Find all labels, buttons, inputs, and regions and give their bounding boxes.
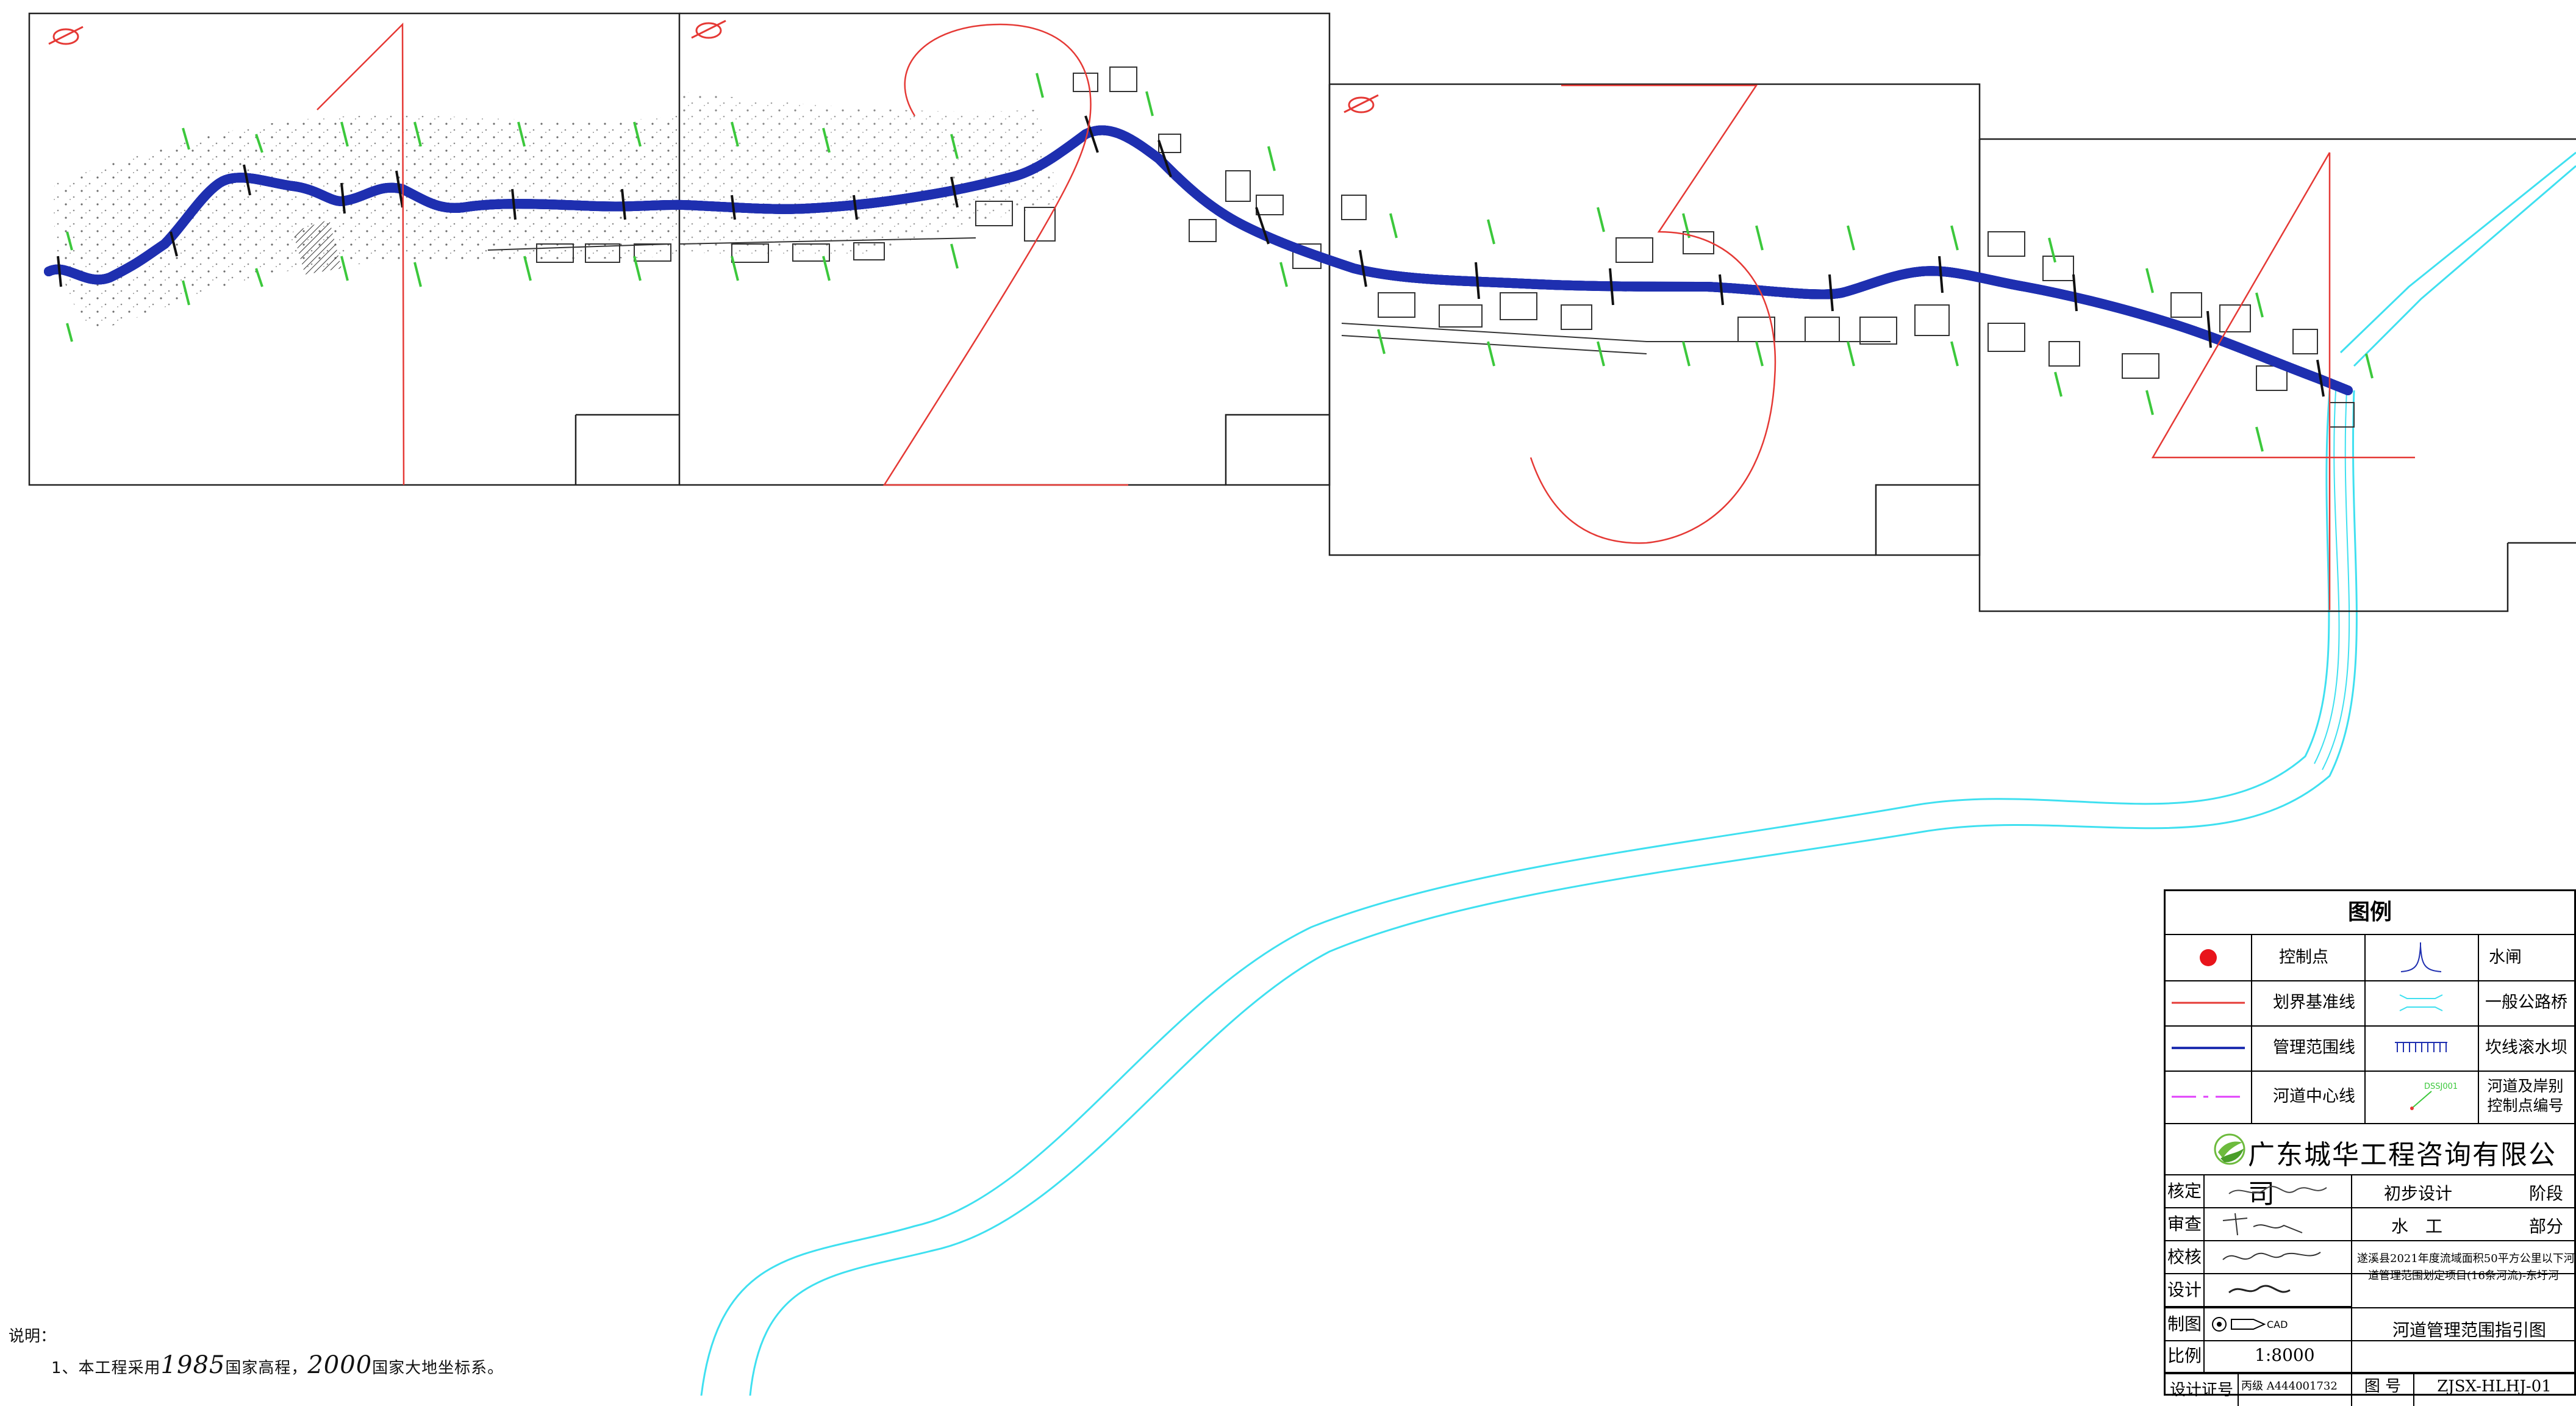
control-point-number-icon: DSSJ001: [2410, 1082, 2458, 1110]
buildings: [487, 66, 2355, 428]
sheet-number-4: [2151, 152, 2415, 610]
map-sheet-1-label: 1: [6, 5, 7, 7]
sheet-frame-2: [679, 12, 1331, 486]
tb-label-cert: 设计证号: [2166, 1374, 2239, 1406]
coordinate-text: 国家大地坐标系。: [372, 1359, 504, 1377]
sheet-number-outlines: [317, 22, 2415, 610]
cad-tag: CAD: [2267, 1319, 2288, 1330]
tb-row-design: 设计: [2166, 1274, 2574, 1307]
company-header: 广东城华工程咨询有限公司: [2166, 1124, 2574, 1210]
sheet-frames: [28, 12, 2576, 612]
legend-title: 图例: [2166, 891, 2574, 935]
legend-title-block: 图例 控制点 水闸 划界基准线 一般公路桥 管理范围线 坎线滚水坝: [2164, 889, 2576, 1406]
magenta-dash-icon: [2172, 1096, 2245, 1098]
cert-no: A444001732: [2266, 1380, 2338, 1393]
cross-section-lines: [57, 115, 2325, 397]
sheet-number-2: [882, 23, 1128, 486]
stage-label: 阶段: [2528, 1183, 2563, 1203]
sheet-number-1: [317, 22, 405, 486]
notes: 说明： 1、本工程采用1985国家高程，2000国家大地坐标系。: [9, 1324, 504, 1379]
notes-prefix: 1、本工程采用: [51, 1359, 161, 1377]
legend-label-control-number-line1: 河道及岸别: [2487, 1077, 2564, 1095]
cad-stamp: CAD: [2205, 1308, 2352, 1340]
blue-line-icon: [2172, 1047, 2245, 1049]
coordinate-year: 2000: [307, 1351, 373, 1379]
weir-icon: [2395, 1042, 2447, 1052]
company-logo-icon: [2214, 1133, 2245, 1165]
project-name-line1: 遂溪县2021年度流域面积50平方公里以下河: [2357, 1252, 2575, 1265]
red-dot-icon: [2200, 949, 2217, 966]
notes-heading: 说明：: [9, 1327, 57, 1346]
tb-row-scale: 比例 1:8000: [2166, 1340, 2574, 1373]
control-point-markers: [66, 73, 2374, 452]
sheet-number-3: [1530, 84, 1776, 544]
sheet-frame-3: [1329, 83, 1981, 556]
river-channel: [44, 131, 2353, 395]
legend-label-management-line: 管理范围线: [2273, 1038, 2355, 1057]
tb-label-approve: 核定: [2166, 1175, 2205, 1207]
company-name: 广东城华工程咨询有限公司: [2248, 1139, 2556, 1210]
tb-label-scale: 比例: [2166, 1340, 2205, 1372]
tb-row-approve: 核定 初步设计 阶段: [2166, 1175, 2574, 1208]
figure-number-label: 图 号: [2352, 1374, 2414, 1406]
cad-icon: CAD: [2212, 1317, 2288, 1332]
signature-check: [2205, 1241, 2352, 1273]
vegetation-area: [54, 91, 1061, 329]
tb-row-draw: 制图 CAD 河道管理范围指引图: [2166, 1307, 2574, 1341]
tb-row-review: 审查 水 工 部分: [2166, 1208, 2574, 1241]
legend-row: 划界基准线 一般公路桥: [2166, 980, 2574, 1027]
tb-label-draw: 制图: [2166, 1308, 2205, 1340]
signature-design: [2205, 1274, 2352, 1307]
legend-row: 控制点 水闸: [2166, 935, 2574, 981]
legend-label-control-point: 控制点: [2279, 948, 2328, 967]
tb-label-review: 审查: [2166, 1208, 2205, 1240]
legend-row: 管理范围线 坎线滚水坝: [2166, 1025, 2574, 1072]
elevation-year: 1985: [160, 1351, 226, 1379]
cert-grade: 丙级: [2241, 1380, 2263, 1393]
legend-label-boundary-line: 划界基准线: [2273, 993, 2355, 1012]
project-name-line2: 道管理范围划定项目(16条河流)-东圩河: [2368, 1269, 2560, 1282]
figure-number: ZJSX-HLHJ-01: [2437, 1377, 2552, 1396]
discipline-value: 水 工: [2391, 1216, 2443, 1236]
signature-review: [2205, 1208, 2352, 1240]
legend-label-centerline: 河道中心线: [2273, 1087, 2355, 1106]
legend-label-bridge: 一般公路桥: [2485, 993, 2567, 1012]
tb-row-check: 校核 遂溪县2021年度流域面积50平方公里以下河 道管理范围划定项目(16条河…: [2166, 1241, 2575, 1282]
cert-number: 丙级 A444001732: [2239, 1374, 2352, 1406]
notes-line-1: 1、本工程采用1985国家高程，2000国家大地坐标系。: [51, 1351, 504, 1379]
elevation-text: 国家高程，: [225, 1359, 308, 1377]
legend-row: 河道中心线 DSSJ001 河道及岸别 控制点编号: [2166, 1071, 2574, 1124]
tb-label-design: 设计: [2166, 1274, 2205, 1307]
discipline-label: 部分: [2528, 1216, 2563, 1236]
sluice-gate-icon: [2400, 942, 2442, 972]
north-arrow-icon: [48, 20, 1379, 113]
drawing-title: 河道管理范围指引图: [2392, 1320, 2547, 1340]
legend-label-control-number-line2: 控制点编号: [2487, 1097, 2564, 1114]
scale-value: 1:8000: [2255, 1345, 2315, 1365]
signature-approve: [2205, 1175, 2352, 1207]
downstream-river: [700, 151, 2576, 1396]
legend-label-weir: 坎线滚水坝: [2485, 1038, 2567, 1057]
tb-row-cert: 设计证号 丙级 A444001732 图 号 ZJSX-HLHJ-01: [2166, 1373, 2574, 1406]
highway-bridge-icon: [2399, 994, 2443, 1011]
red-line-icon: [2172, 1002, 2245, 1004]
legend-label-control-number: 河道及岸别 控制点编号: [2483, 1077, 2568, 1116]
sample-code: DSSJ001: [2424, 1082, 2458, 1091]
legend-label-sluice: 水闸: [2489, 948, 2522, 967]
stage-value: 初步设计: [2384, 1183, 2453, 1203]
tb-label-check: 校核: [2166, 1241, 2205, 1273]
